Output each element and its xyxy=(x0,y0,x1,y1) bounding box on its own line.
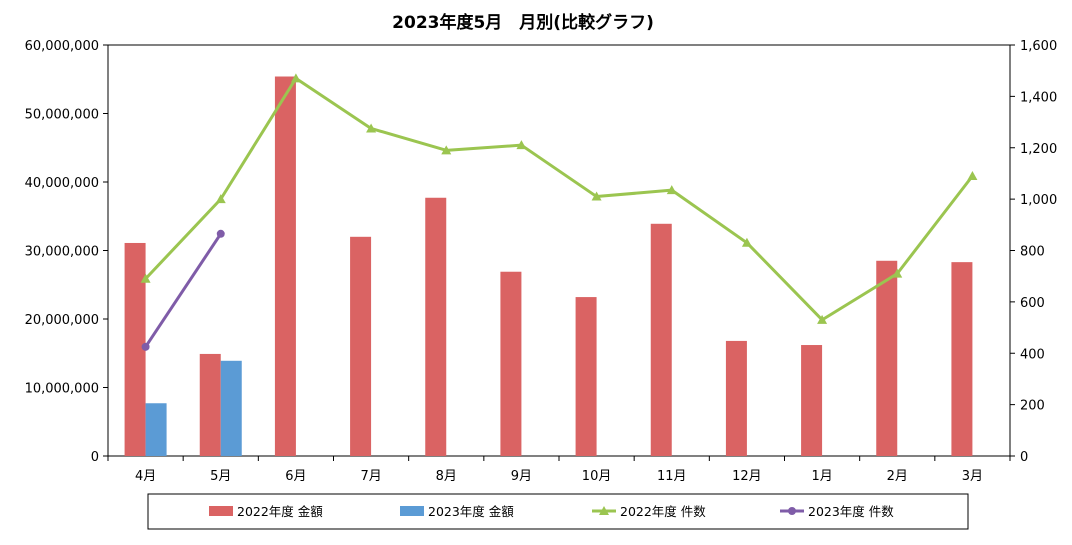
right-tick-label: 800 xyxy=(1020,245,1045,260)
bar-2022 xyxy=(725,340,747,456)
x-tick-label: 10月 xyxy=(582,469,612,484)
legend-marker xyxy=(788,507,796,515)
left-axis: 0 10,000,000 20,000,000 30,000,000 40,000,00… xyxy=(25,39,108,465)
legend-swatch xyxy=(209,506,233,516)
x-tick-label: 12月 xyxy=(732,469,762,484)
marker-triangle xyxy=(666,185,677,195)
legend-marker xyxy=(599,506,609,515)
x-tick-label: 9月 xyxy=(511,469,532,484)
x-tick-label: 5月 xyxy=(210,469,231,484)
bar-2022 xyxy=(350,236,372,456)
left-tick-label: 60,000,000 xyxy=(25,39,99,54)
right-tick-label: 1,600 xyxy=(1020,39,1057,54)
left-tick-label: 40,000,000 xyxy=(25,176,99,191)
x-tick-label: 3月 xyxy=(962,469,983,484)
bars-layer xyxy=(124,76,973,456)
marker-triangle xyxy=(892,268,903,278)
x-tick-label: 6月 xyxy=(285,469,306,484)
bar-2023 xyxy=(145,403,167,456)
left-tick-label: 0 xyxy=(91,450,99,465)
right-tick-label: 1,200 xyxy=(1020,142,1057,157)
x-tick-label: 8月 xyxy=(436,469,457,484)
bar-2022 xyxy=(575,297,597,456)
right-tick-label: 600 xyxy=(1020,296,1045,311)
marker-triangle xyxy=(290,73,301,83)
x-tick-label: 11月 xyxy=(657,469,687,484)
right-axis: 0 200 400 600 800 1,000 1,200 1,400 1,600 xyxy=(1010,39,1057,465)
left-tick-label: 50,000,000 xyxy=(25,108,99,123)
bar-2022 xyxy=(274,76,296,456)
bar-2022 xyxy=(124,242,146,456)
legend-label: 2022年度 金額 xyxy=(237,504,323,519)
chart-title: 2023年度5月 月別(比較グラフ) xyxy=(392,12,654,33)
plot-area xyxy=(107,44,1011,457)
marker-circle xyxy=(141,342,150,351)
x-tick-label: 7月 xyxy=(360,469,381,484)
marker-triangle xyxy=(591,191,602,201)
marker-triangle xyxy=(817,314,828,324)
left-tick-label: 30,000,000 xyxy=(25,245,99,260)
legend-label: 2023年度 件数 xyxy=(808,504,894,519)
marker-triangle xyxy=(215,194,226,204)
legend-swatch xyxy=(400,506,424,516)
legend-label: 2023年度 金額 xyxy=(428,504,514,519)
bar-2022 xyxy=(951,262,973,456)
legend-box xyxy=(147,493,969,530)
marker-triangle xyxy=(967,171,978,181)
x-tick-label: 2月 xyxy=(887,469,908,484)
line-2022 xyxy=(144,76,974,322)
bar-2022 xyxy=(801,345,823,456)
right-tick-label: 0 xyxy=(1020,450,1028,465)
marker-triangle xyxy=(140,273,151,283)
bar-2022 xyxy=(425,197,447,456)
left-tick-label: 20,000,000 xyxy=(25,313,99,328)
marker-triangle xyxy=(516,140,527,150)
x-tick-label: 1月 xyxy=(811,469,832,484)
marker-triangle xyxy=(741,237,752,247)
marker-triangle xyxy=(366,123,377,133)
legend: 2022年度 金額 2023年度 金額 2022年度 件数 2023年度 件数 xyxy=(147,493,969,530)
line-2023 xyxy=(144,232,222,348)
bar-2022 xyxy=(199,353,221,456)
bar-2023 xyxy=(220,360,242,456)
legend-label: 2022年度 件数 xyxy=(620,504,706,519)
right-tick-label: 1,400 xyxy=(1020,90,1057,105)
right-tick-label: 1,000 xyxy=(1020,193,1057,208)
bar-2022 xyxy=(876,260,898,456)
x-tick-label: 4月 xyxy=(135,469,156,484)
right-tick-label: 400 xyxy=(1020,347,1045,362)
bar-2022 xyxy=(650,223,672,456)
marker-circle xyxy=(216,229,225,238)
marker-triangle xyxy=(441,145,452,155)
bar-2022 xyxy=(500,271,522,456)
lines-layer xyxy=(140,73,978,351)
left-tick-label: 10,000,000 xyxy=(25,382,99,397)
x-axis: 4月 5月 6月 7月 8月 9月 10月 11月 12月 1月 2月 3月 xyxy=(107,456,1011,484)
right-tick-label: 200 xyxy=(1020,399,1045,414)
